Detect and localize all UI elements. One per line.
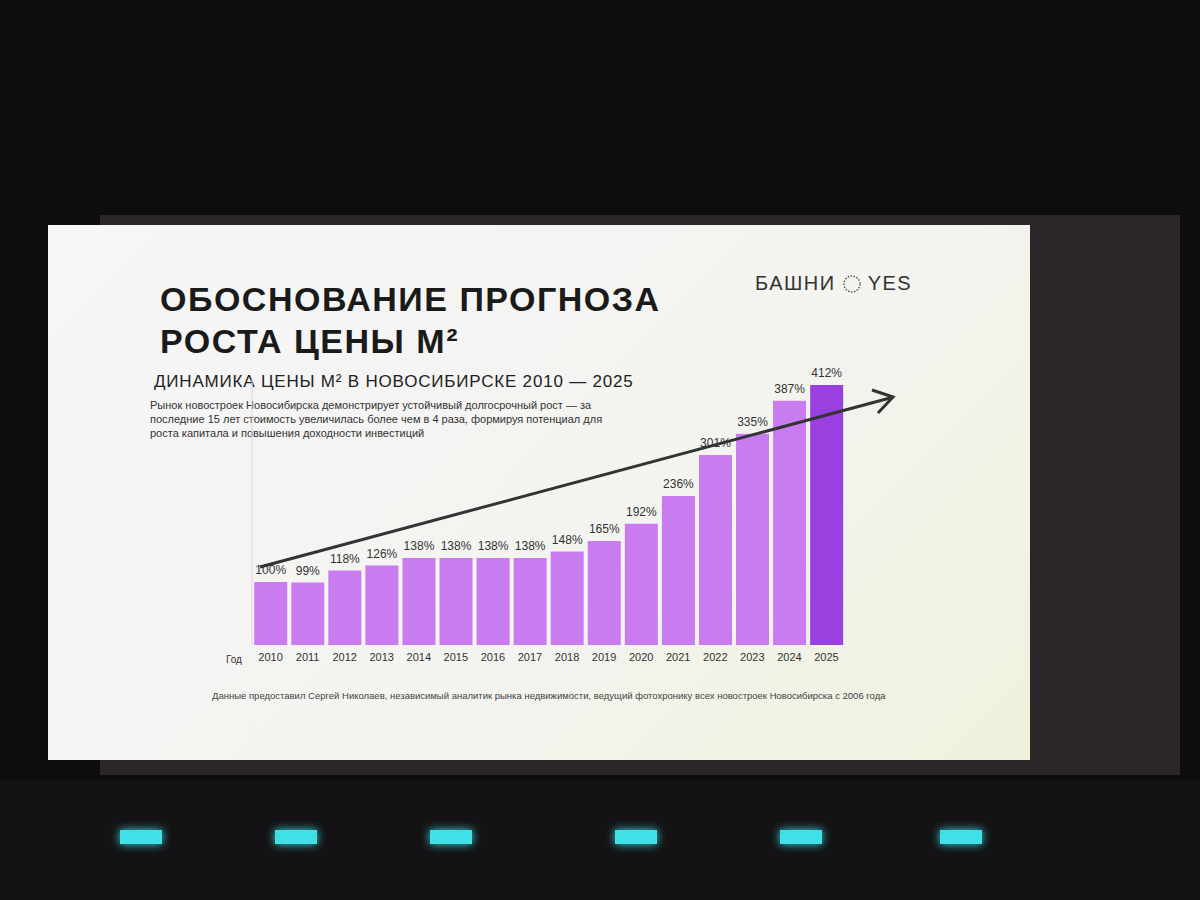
html-text:YES: YES	[867, 272, 913, 294]
svg-text:99%: 99%	[296, 564, 320, 578]
svg-text:126%: 126%	[367, 547, 398, 561]
svg-text:2021: 2021	[666, 651, 690, 663]
svg-text:2020: 2020	[629, 651, 653, 663]
svg-text:2025: 2025	[814, 651, 838, 663]
svg-text:2022: 2022	[703, 651, 727, 663]
svg-text:2010: 2010	[258, 651, 282, 663]
svg-text:138%: 138%	[515, 539, 546, 553]
html-text:Рынок новостроек Новосибирска: Рынок новостроек Новосибирска демонстрир…	[150, 399, 603, 439]
svg-text:2012: 2012	[332, 651, 356, 663]
html-text:ОБОСНОВАНИЕ ПРОГНОЗА РОСТА ЦЕН: ОБОСНОВАНИЕ ПРОГНОЗА РОСТА ЦЕНЫ М²	[160, 280, 661, 360]
svg-text:2015: 2015	[444, 651, 468, 663]
html-text:Данные предоставил Сергей Нико: Данные предоставил Сергей Николаев, неза…	[212, 690, 886, 701]
svg-text:2013: 2013	[369, 651, 393, 663]
svg-text:412%: 412%	[811, 366, 842, 380]
svg-text:148%: 148%	[552, 533, 583, 547]
svg-text:2011: 2011	[296, 651, 320, 663]
svg-text:2017: 2017	[518, 651, 542, 663]
svg-text:335%: 335%	[737, 415, 768, 429]
svg-text:2023: 2023	[740, 651, 764, 663]
svg-text:138%: 138%	[478, 539, 509, 553]
svg-text:2016: 2016	[481, 651, 505, 663]
svg-text:2018: 2018	[555, 651, 579, 663]
svg-text:165%: 165%	[589, 522, 620, 536]
html-text:ДИНАМИКА ЦЕНЫ М² В НОВОСИБИРСК: ДИНАМИКА ЦЕНЫ М² В НОВОСИБИРСКЕ 2010 — 2…	[154, 372, 634, 391]
svg-text:118%: 118%	[330, 552, 360, 566]
svg-text:100%: 100%	[255, 562, 287, 577]
html-text:Год: Год	[226, 654, 242, 665]
svg-text:192%: 192%	[626, 505, 657, 519]
svg-text:2019: 2019	[592, 651, 616, 663]
svg-text:138%: 138%	[441, 539, 472, 553]
svg-text:387%: 387%	[774, 382, 805, 396]
html-text:БАШНИ: БАШНИ	[755, 272, 836, 294]
svg-text:236%: 236%	[663, 477, 694, 491]
svg-text:2014: 2014	[407, 651, 431, 663]
svg-text:2024: 2024	[777, 651, 801, 663]
svg-text:138%: 138%	[404, 539, 435, 553]
svg-text:301%: 301%	[700, 436, 731, 451]
